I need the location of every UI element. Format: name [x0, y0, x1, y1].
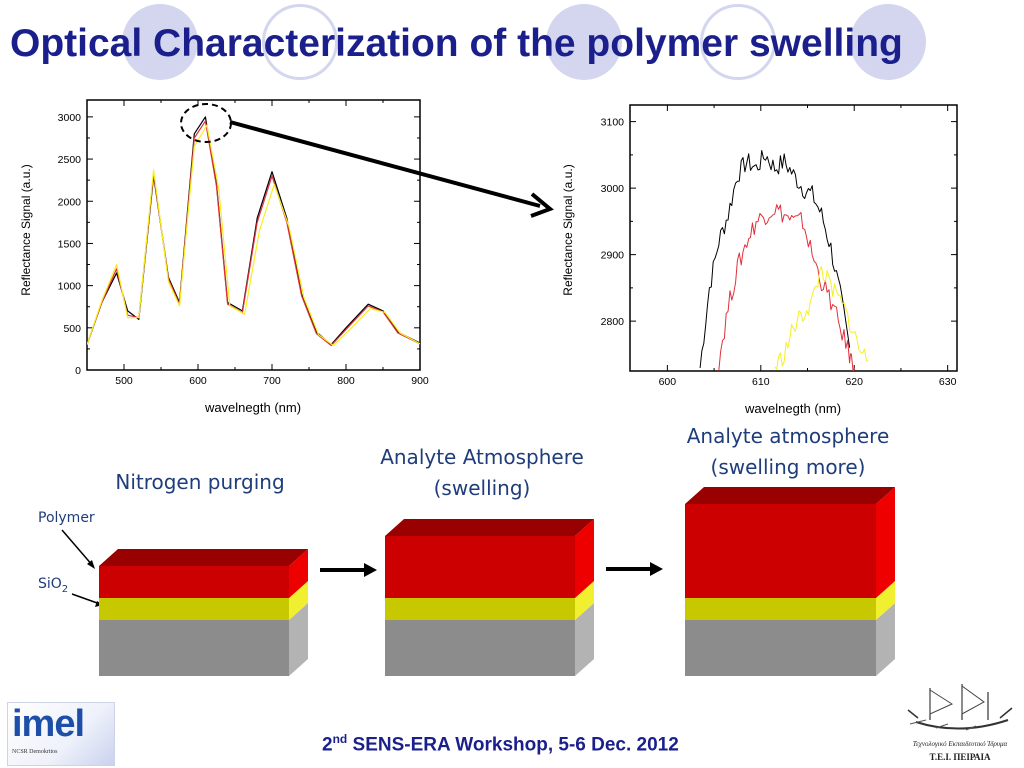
chart2-series-0 — [699, 150, 851, 368]
chart1-ytick-label: 3000 — [58, 112, 82, 124]
tei-logo-line2: Τ.Ε.Ι. ΠΕΙΡΑΙΑ — [929, 752, 991, 762]
chart2-xtick-label: 620 — [845, 376, 863, 388]
imel-logo-subtext: NCSR Demokritos — [12, 749, 58, 755]
decor-circle — [850, 4, 926, 80]
chart1-xtick-label: 700 — [263, 375, 281, 387]
chart2-ylabel: Reflectance Signal (a.u.) — [561, 164, 575, 295]
sio2-side — [876, 581, 895, 620]
zoom-arrow-head — [530, 192, 554, 218]
chart2-xtick-label: 600 — [659, 376, 677, 388]
polymer-side — [289, 549, 308, 598]
polymer-side — [876, 487, 895, 598]
chart2-xtick-label: 610 — [752, 376, 770, 388]
substrate-side — [289, 603, 308, 676]
footer-text: 2nd SENS-ERA Workshop, 5-6 Dec. 2012 — [322, 732, 679, 756]
slide-title: Optical Characterization of the polymer … — [10, 22, 903, 65]
zoomed-spectrum-chart: Reflectance Signal (a.u.) wavelnegth (nm… — [561, 104, 958, 416]
sio2-front — [385, 598, 575, 620]
chart2-ytick-label: 3000 — [601, 183, 625, 195]
process-arrow-2-head — [650, 562, 663, 576]
substrate-side — [575, 603, 594, 676]
stage2-label-line2: (swelling) — [433, 476, 531, 500]
chart1-xtick-label: 600 — [189, 375, 207, 387]
tei-piraeus-logo: Τεχνολογικό Εκπαιδευτικό Ίδρυμα Τ.Ε.Ι. Π… — [896, 680, 1024, 768]
imel-logo: imel NCSR Demokritos — [7, 702, 115, 766]
sio2-label: SiO2 — [38, 576, 68, 595]
chart1-ylabel: Reflectance Signal (a.u.) — [19, 164, 33, 295]
process-arrow-1-head — [364, 563, 377, 577]
sio2-side — [575, 581, 594, 620]
sio2-side — [289, 581, 308, 620]
substrate-front — [385, 620, 575, 676]
decor-circle — [700, 4, 776, 80]
polymer-front — [99, 566, 289, 598]
chart1-ytick-label: 2000 — [58, 196, 82, 208]
chart2-ytick-label: 2800 — [601, 316, 625, 328]
stack-swelling — [385, 519, 594, 676]
substrate-side — [876, 603, 895, 676]
sio2-pointer — [71, 593, 101, 605]
polymer-top — [385, 519, 594, 536]
polymer-pointer — [61, 529, 94, 567]
sio2-front — [99, 598, 289, 620]
polymer-pointer-head — [87, 560, 95, 569]
substrate-front — [99, 620, 289, 676]
chart1-ytick-label: 500 — [63, 323, 81, 335]
stage2-label-line1: Analyte Atmosphere — [380, 445, 584, 469]
zoom-arrow-line — [229, 120, 541, 208]
chart1-ytick-label: 1000 — [58, 281, 82, 293]
ship-icon — [907, 684, 1013, 731]
chart1-series-2 — [87, 124, 420, 347]
polymer-front — [685, 504, 876, 598]
decor-circle — [262, 4, 338, 80]
chart1-xlabel: wavelnegth (nm) — [204, 400, 301, 415]
chart1-ytick-label: 1500 — [58, 238, 82, 250]
polymer-side — [575, 519, 594, 598]
chart2-ytick-label: 3100 — [601, 117, 625, 129]
chart1-plot-frame — [86, 99, 421, 371]
chart2-ytick-label: 2900 — [601, 250, 625, 262]
tei-logo-line1: Τεχνολογικό Εκπαιδευτικό Ίδρυμα — [912, 740, 1008, 748]
chart2-xtick-label: 630 — [939, 376, 957, 388]
sio2-label-sub: 2 — [61, 583, 69, 595]
chart1-ytick-label: 2500 — [58, 154, 82, 166]
stack-swelling-more — [685, 487, 895, 676]
polymer-top — [99, 549, 308, 566]
sio2-label-base: SiO — [38, 576, 62, 592]
stack-nitrogen — [99, 549, 308, 676]
chart2-series-2 — [774, 266, 869, 370]
chart1-ytick-label: 0 — [75, 365, 81, 377]
chart2-xlabel: wavelnegth (nm) — [744, 401, 841, 416]
footer-ordinal: 2 — [322, 734, 333, 756]
chart2-plot-frame — [629, 104, 958, 372]
chart2-series-1 — [718, 204, 855, 371]
chart1-xtick-label: 900 — [411, 375, 429, 387]
polymer-front — [385, 536, 575, 598]
polymer-label: Polymer — [38, 510, 95, 526]
peak-highlight-circle — [180, 103, 232, 143]
full-spectrum-chart: Reflectance Signal (a.u.) wavelnegth (nm… — [19, 99, 429, 415]
footer-event: SENS-ERA Workshop, 5-6 Dec. 2012 — [347, 734, 679, 756]
decor-circle — [546, 4, 622, 80]
decor-circle — [122, 4, 198, 80]
stage1-label: Nitrogen purging — [115, 470, 285, 494]
stage3-label-line2: (swelling more) — [710, 455, 866, 479]
substrate-front — [685, 620, 876, 676]
polymer-top — [685, 487, 895, 504]
chart1-xtick-label: 500 — [115, 375, 133, 387]
chart1-xtick-label: 800 — [337, 375, 355, 387]
stage3-label-line1: Analyte atmosphere — [686, 424, 890, 448]
footer-ordinal-suffix: nd — [332, 732, 348, 746]
sio2-front — [685, 598, 876, 620]
layer-stack-diagram — [61, 487, 895, 676]
imel-logo-text: imel — [12, 703, 85, 745]
